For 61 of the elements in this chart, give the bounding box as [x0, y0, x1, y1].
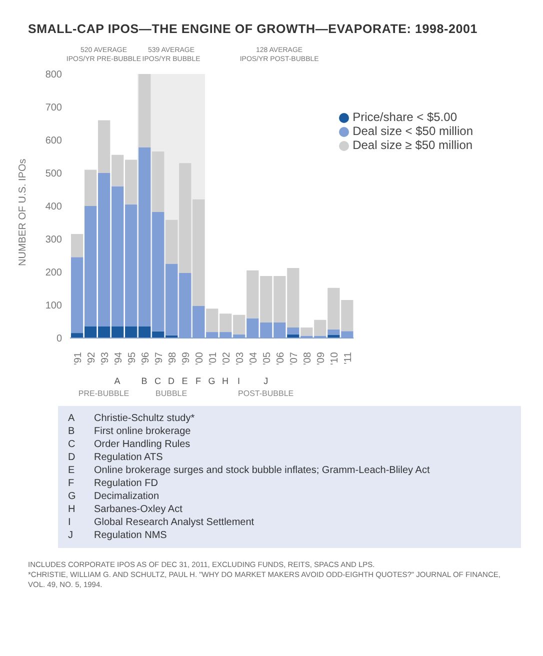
text: H Sarbanes-Oxley Act	[68, 504, 182, 515]
x-tick-label: '97	[154, 352, 165, 366]
text: J	[264, 376, 268, 386]
x-tick-label: '91	[72, 352, 84, 366]
x-tick-label: '03	[234, 352, 246, 366]
y-tick-label: 600	[45, 136, 62, 147]
x-tick-label: '07	[288, 352, 300, 366]
y-tick-label: 400	[45, 202, 62, 213]
x-tick-label: '04	[248, 352, 260, 366]
x-tick-label: '10	[329, 352, 340, 366]
x-tick-label: '01	[208, 352, 219, 366]
x-tick-label: '02	[221, 352, 232, 366]
y-axis-title: NUMBER OF U.S. IPOs	[18, 158, 29, 266]
x-tick-label: '09	[316, 352, 327, 366]
legend-label: Deal size < $50 million	[352, 124, 473, 138]
legend-label: Price/share < $5.00	[352, 110, 457, 124]
text: H	[222, 376, 229, 386]
text: B	[141, 376, 148, 386]
text: E	[182, 376, 188, 386]
y-tick-label: 100	[45, 300, 62, 312]
x-tick-label: '92	[86, 352, 98, 366]
text: I Global Research Analyst Settlement	[68, 517, 254, 528]
text: F Regulation FD	[68, 478, 158, 489]
text: J Regulation NMS	[68, 530, 167, 541]
x-tick-label: '98	[167, 352, 178, 366]
x-tick-label: '11	[342, 352, 354, 364]
text: B First online brokerage	[68, 426, 191, 437]
x-tick-label: '95	[126, 352, 138, 366]
chart-title: SMALL-CAP IPOS—THE ENGINE OF GROWTH—EVAPORATE: 1998-2001	[27, 21, 479, 38]
text: A Christie-Schultz study*	[68, 413, 195, 424]
x-tick-label: '08	[302, 352, 314, 366]
bar	[152, 152, 164, 212]
text: D	[168, 376, 176, 386]
bar	[138, 74, 151, 148]
x-tick-label: '00	[194, 352, 206, 366]
text: C	[154, 376, 162, 386]
text: BUBBLE	[155, 389, 188, 398]
text: POST-BUBBLE	[238, 389, 294, 398]
x-tick-label: '06	[275, 352, 286, 366]
legend-label: Deal size ≥ $50 million	[352, 138, 473, 152]
y-tick-label: 0	[56, 334, 62, 345]
bar	[71, 234, 84, 258]
y-tick-label: 800	[45, 70, 62, 81]
x-tick-label: '96	[140, 352, 152, 366]
x-tick-label: '94	[113, 352, 124, 366]
y-tick-label: 700	[45, 102, 62, 114]
y-tick-label: 200	[45, 268, 62, 279]
y-tick-label: 500	[45, 168, 62, 180]
text: G	[208, 376, 216, 386]
text: F	[196, 376, 202, 386]
text: A	[114, 376, 120, 386]
text: I	[238, 376, 240, 386]
text: D Regulation ATS	[68, 452, 163, 463]
x-tick-label: '99	[180, 352, 192, 366]
x-tick-label: '05	[262, 352, 273, 366]
x-tick-label: '93	[100, 352, 111, 366]
y-tick-label: 300	[45, 234, 62, 246]
text: E Online brokerage surges and stock bubble inflates; Gramm-Leach-Bliley Act	[68, 465, 430, 476]
text: PRE-BUBBLE	[78, 389, 130, 398]
text: G Decimalization	[68, 491, 160, 502]
text: C Order Handling Rules	[68, 439, 190, 450]
